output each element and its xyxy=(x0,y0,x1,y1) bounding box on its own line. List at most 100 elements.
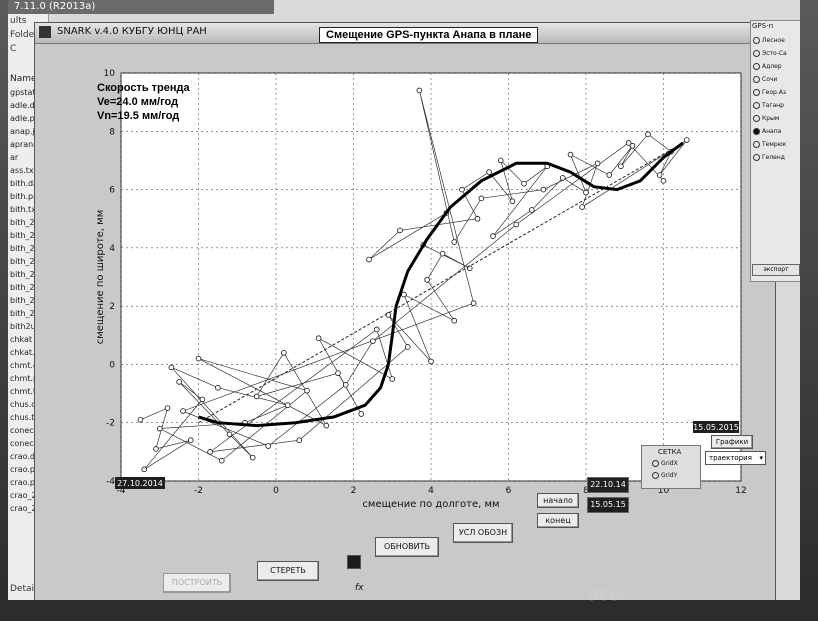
data-point xyxy=(370,338,376,344)
station-label: Крым xyxy=(762,115,780,122)
file-list: gpstat adle.da adle.pn anap.jp aprange ar ass.… xyxy=(8,86,48,515)
file-list-item[interactable]: chmt.pn xyxy=(10,374,44,383)
data-point xyxy=(296,437,303,444)
station-label: Таганр xyxy=(762,102,784,109)
color-swatch[interactable] xyxy=(347,555,361,569)
file-list-item[interactable]: anap.jp xyxy=(10,127,40,136)
trend-heading: Скорость тренда xyxy=(97,82,190,94)
graphs-button[interactable]: Графики xyxy=(711,435,753,449)
data-point xyxy=(335,370,341,376)
file-list-item[interactable]: bith.pn xyxy=(10,192,39,201)
explorer-nav[interactable]: C xyxy=(10,44,17,54)
file-list-item[interactable]: chkat xyxy=(10,335,32,344)
file-list-item[interactable]: conecte xyxy=(10,426,42,435)
plot-title: Смещение GPS-пункта Анапа в плане xyxy=(319,27,539,43)
file-list-item[interactable]: crao.da xyxy=(10,452,40,461)
station-option[interactable]: Анапа xyxy=(753,128,800,135)
matlab-version-bar: 7.11.0 (R2013a) xyxy=(8,0,274,14)
screen: 7.11.0 (R2013a) ults Folde C Name gpstat… xyxy=(8,0,800,600)
explorer-name-header[interactable]: Name xyxy=(10,74,37,84)
data-point xyxy=(249,454,256,461)
station-radio-icon xyxy=(753,128,760,135)
file-list-item[interactable]: conecte xyxy=(10,439,42,448)
file-list-item[interactable]: bith_20 xyxy=(10,283,40,292)
data-point xyxy=(373,326,380,333)
gridy-option[interactable]: GridY xyxy=(652,472,677,479)
file-list-item[interactable]: chmt.dat xyxy=(10,361,47,370)
file-list-item[interactable]: bith2utr xyxy=(10,322,43,331)
file-list-item[interactable]: bith_20 xyxy=(10,218,40,227)
station-option[interactable]: Крым xyxy=(753,115,800,122)
file-list-item[interactable]: adle.da xyxy=(10,101,40,110)
station-option[interactable]: Геор.Аз xyxy=(753,89,800,96)
refresh-button[interactable]: ОБНОВИТЬ xyxy=(375,537,439,557)
file-list-item[interactable]: adle.pn xyxy=(10,114,40,123)
file-list-item[interactable]: chus.txt xyxy=(10,413,43,422)
data-point xyxy=(195,355,202,362)
app-logo-icon xyxy=(39,26,51,38)
file-list-item[interactable]: bith_20 xyxy=(10,270,40,279)
data-point xyxy=(401,291,407,298)
file-list-item[interactable]: bith_20 xyxy=(10,257,40,266)
app-window-title: SNARK v.4.0 КУБГУ ЮНЦ РАН xyxy=(57,26,207,37)
end-date-field[interactable]: 15.05.15 xyxy=(587,497,629,513)
gridx-option[interactable]: GridX xyxy=(652,460,678,467)
station-radio-icon xyxy=(753,63,760,70)
station-option[interactable]: Адлер xyxy=(753,63,800,70)
file-list-item[interactable]: crao.pn xyxy=(10,478,41,487)
legend-button[interactable]: УСЛ ОБОЗН xyxy=(453,523,513,543)
export-button[interactable]: экспорт xyxy=(752,264,800,276)
file-list-item[interactable]: crao.pn xyxy=(10,465,41,474)
gps-station-panel: GPS-п Лесное Эсто-Са Адлер Сочи Геор.Аз Таган… xyxy=(750,20,800,282)
file-list-item[interactable]: crao_20 xyxy=(10,491,42,500)
station-option[interactable]: Геленд xyxy=(753,154,800,161)
station-label: Сочи xyxy=(762,76,778,83)
file-list-item[interactable]: chkat.tr xyxy=(10,348,41,357)
station-option[interactable]: Сочи xyxy=(753,76,800,83)
station-label: Геор.Аз xyxy=(762,89,787,96)
explorer-details[interactable]: Details xyxy=(10,584,42,594)
file-list-item[interactable]: chus.da xyxy=(10,400,42,409)
data-point xyxy=(490,233,496,240)
file-list-item[interactable]: bith.txt xyxy=(10,205,40,214)
file-list-item[interactable]: bith_20 xyxy=(10,309,40,318)
y-tick-label: -4 xyxy=(106,477,115,487)
y-tick-label: 8 xyxy=(109,127,115,137)
station-option[interactable]: Таганр xyxy=(753,102,800,109)
file-list-item[interactable]: gpstat xyxy=(10,88,36,97)
data-point xyxy=(583,189,589,196)
file-list-item[interactable]: crao_20 xyxy=(10,504,42,513)
data-point xyxy=(323,422,330,429)
file-list-item[interactable]: bith.da xyxy=(10,179,39,188)
station-option[interactable]: Лесное xyxy=(753,37,800,44)
data-point xyxy=(470,300,477,307)
data-point xyxy=(215,384,221,391)
data-point xyxy=(528,207,535,213)
file-list-item[interactable]: bith_20 xyxy=(10,244,40,253)
erase-button[interactable]: СТЕРЕТЬ xyxy=(257,561,319,581)
graph-type-select[interactable]: траектория ▾ xyxy=(705,451,766,465)
end-button[interactable]: конец xyxy=(537,513,579,528)
explorer-toolbar-1[interactable]: ults xyxy=(10,16,27,26)
station-radio-icon xyxy=(753,50,760,57)
data-point xyxy=(156,425,163,432)
build-button[interactable]: ПОСТРОИТЬ xyxy=(163,573,231,593)
data-point xyxy=(416,87,423,94)
station-option[interactable]: Эсто-Са xyxy=(753,50,800,57)
explorer-toolbar-2[interactable]: Folde xyxy=(10,30,35,40)
station-option[interactable]: Темрюк xyxy=(753,141,800,148)
data-point xyxy=(618,163,624,170)
file-list-item[interactable]: bith_20 xyxy=(10,296,40,305)
station-radio-icon xyxy=(753,141,760,148)
file-list-item[interactable]: aprange xyxy=(10,140,44,149)
file-list-item[interactable]: ar xyxy=(10,153,19,162)
file-list-item[interactable]: chmt.tr xyxy=(10,387,40,396)
trend-ve: Ve=24.0 мм/год xyxy=(97,96,179,108)
trend-speed-box: Скорость тренда Ve=24.0 мм/год Vn=19.5 м… xyxy=(97,81,190,123)
x-tick-label: 10 xyxy=(658,486,670,496)
start-date-field[interactable]: 22.10.14 xyxy=(587,477,629,493)
file-list-item[interactable]: bith_20 xyxy=(10,231,40,240)
file-list-item[interactable]: ass.txt xyxy=(10,166,37,175)
start-button[interactable]: начало xyxy=(537,493,579,508)
data-point xyxy=(497,157,504,164)
